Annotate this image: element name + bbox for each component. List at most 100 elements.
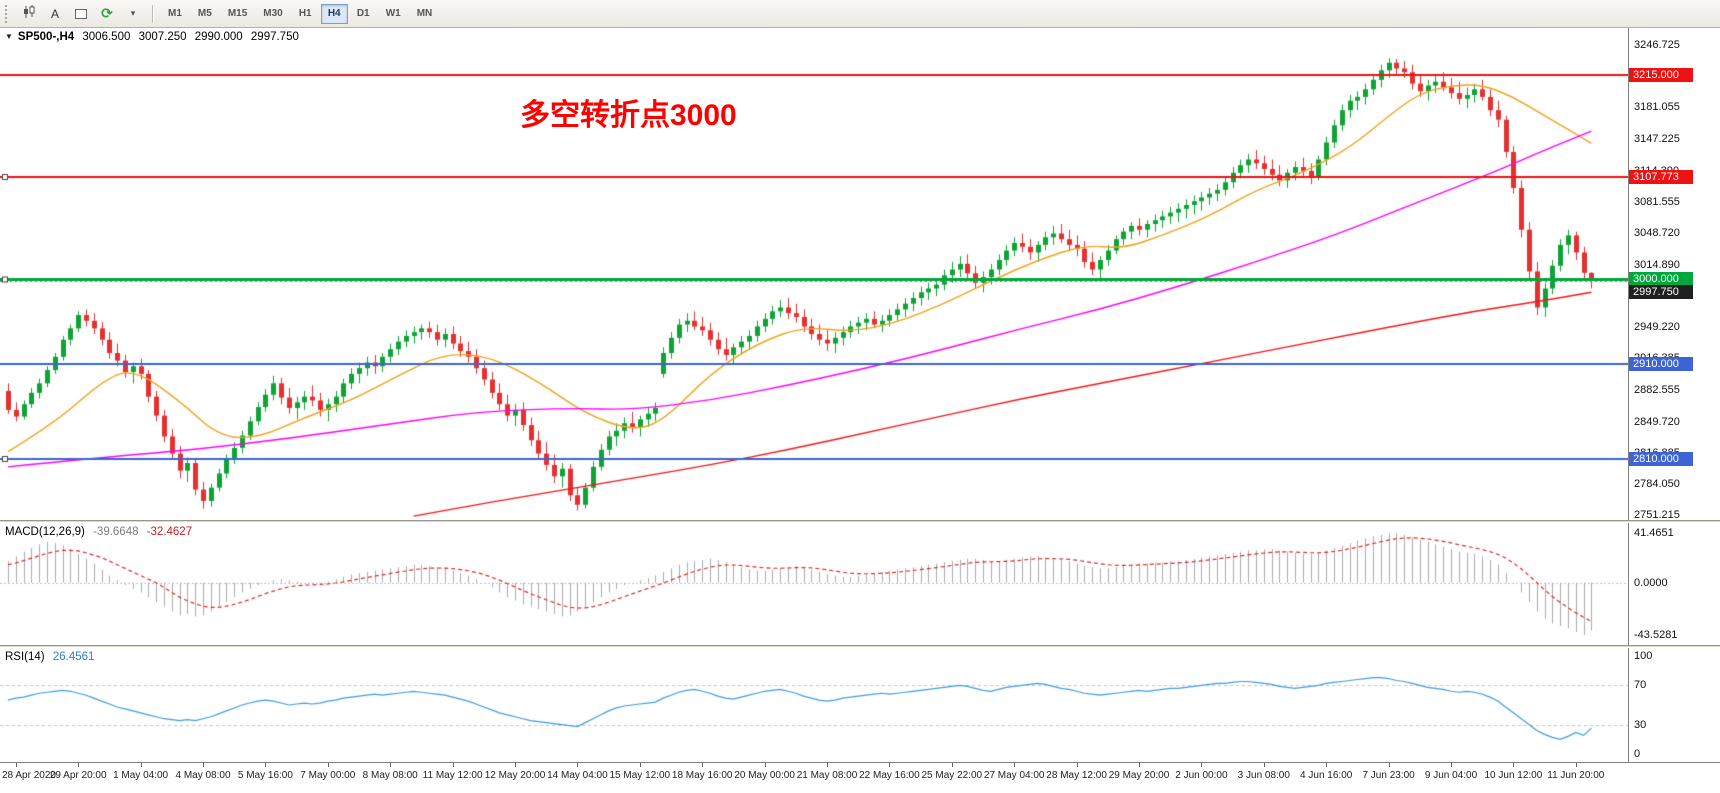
price-tick-label: 2949.220 (1634, 321, 1680, 334)
timeframe-button-mn[interactable]: MN (410, 4, 440, 24)
timeframe-button-d1[interactable]: D1 (350, 4, 377, 24)
time-tick (16, 763, 17, 767)
time-tick (889, 763, 890, 767)
price-tick-label: 3048.720 (1634, 226, 1680, 239)
time-tick (265, 763, 266, 767)
panel-separator-2[interactable] (0, 645, 1720, 648)
chart-text-annotation[interactable]: 多空转折点3000 (520, 99, 737, 132)
time-label: 10 Jun 12:00 (1484, 770, 1543, 781)
current-price-label: 2997.750 (1629, 285, 1693, 300)
time-label: 4 Jun 16:00 (1300, 770, 1353, 781)
time-tick (1513, 763, 1514, 767)
time-tick (1451, 763, 1452, 767)
macd-label: MACD(12,26,9) (5, 526, 85, 538)
text-tool-button[interactable]: A (43, 3, 67, 25)
close-value: 2997.750 (250, 31, 299, 43)
time-label: 8 May 08:00 (362, 770, 418, 781)
text-tool-icon: A (50, 6, 59, 21)
price-tick-label: 2882.555 (1634, 384, 1680, 397)
price-line-label: 3215.000 (1629, 68, 1693, 83)
time-tick (577, 763, 578, 767)
toolbar: A ⟳ ▾ M1 M5 M15 M30 H1 H4 D1 W1 MN (0, 0, 1720, 28)
price-axis[interactable]: 3246.7253213.8903181.0553147.2253114.390… (1628, 28, 1720, 520)
price-line-label: 2810.000 (1629, 452, 1693, 467)
low-value: 2990.000 (194, 31, 243, 43)
time-label: 4 May 08:00 (175, 770, 231, 781)
macd-axis-label: 41.4651 (1634, 527, 1674, 539)
price-line-label: 3107.773 (1629, 169, 1693, 184)
time-tick (390, 763, 391, 767)
refresh-button[interactable]: ⟳ (95, 3, 119, 25)
time-tick (1014, 763, 1015, 767)
collapse-triangle-icon: ▼ (5, 32, 13, 41)
time-label: 5 May 16:00 (237, 770, 293, 781)
time-tick (78, 763, 79, 767)
macd-axis[interactable]: 41.4651 0.0000 -43.5281 (1628, 523, 1720, 645)
shapes-tool-button[interactable] (69, 3, 93, 25)
time-tick (1576, 763, 1577, 767)
time-tick (203, 763, 204, 767)
time-label: 11 May 12:00 (422, 770, 483, 781)
time-label: 20 May 00:00 (734, 770, 795, 781)
price-tick-label: 3014.890 (1634, 258, 1680, 271)
macd-axis-label: 0.0000 (1634, 576, 1668, 589)
rsi-label: RSI(14) (5, 651, 45, 663)
macd-canvas[interactable] (0, 523, 1628, 645)
time-label: 29 Apr 20:00 (49, 770, 107, 781)
candlestick-chart-icon (22, 5, 36, 22)
time-tick (328, 763, 329, 767)
time-label: 1 May 04:00 (113, 770, 169, 781)
toolbar-separator (152, 4, 154, 23)
rsi-axis[interactable]: 100 70 30 0 (1628, 648, 1720, 762)
time-tick (1139, 763, 1140, 767)
macd-signal-value: -32.4627 (146, 526, 193, 538)
time-tick (702, 763, 703, 767)
panel-separator-1[interactable] (0, 520, 1720, 523)
time-tick (640, 763, 641, 767)
time-label: 28 May 12:00 (1046, 770, 1107, 781)
timeframe-button-h1[interactable]: H1 (292, 4, 319, 24)
shapes-icon (75, 8, 87, 19)
timeframe-button-m30[interactable]: M30 (256, 4, 289, 24)
toolbar-options-dropdown[interactable]: ▾ (121, 3, 145, 25)
time-label: 14 May 04:00 (547, 770, 608, 781)
rsi-axis-label: 70 (1634, 679, 1647, 692)
time-tick (1389, 763, 1390, 767)
time-label: 21 May 08:00 (796, 770, 858, 781)
timeframe-button-m5[interactable]: M5 (191, 4, 219, 24)
price-chart-canvas[interactable] (0, 28, 1628, 520)
chart-window: ▼ SP500-,H4 3006.500 3007.250 2990.000 29… (0, 28, 1720, 793)
toolbar-grip[interactable] (5, 4, 11, 23)
rsi-header: RSI(14) 26.4561 (5, 651, 99, 663)
price-line-label: 3000.000 (1629, 272, 1693, 287)
time-tick (1201, 763, 1202, 767)
price-tick-label: 2849.720 (1634, 415, 1680, 428)
time-label: 7 Jun 23:00 (1362, 770, 1415, 781)
chart-display-button[interactable] (17, 3, 41, 25)
time-tick (453, 763, 454, 767)
timeframe-button-m15[interactable]: M15 (221, 4, 254, 24)
timeframe-button-h4[interactable]: H4 (320, 3, 348, 24)
price-line-label: 2910.000 (1629, 357, 1693, 372)
time-tick (1077, 763, 1078, 767)
high-value: 3007.250 (138, 31, 187, 43)
time-tick (952, 763, 953, 767)
price-tick-label: 3147.225 (1634, 133, 1680, 146)
open-value: 3006.500 (82, 31, 131, 43)
time-label: 28 Apr 2020 (2, 770, 56, 781)
refresh-icon: ⟳ (101, 5, 113, 21)
time-label: 12 May 20:00 (484, 770, 546, 781)
rsi-canvas[interactable] (0, 648, 1628, 762)
time-label: 15 May 12:00 (609, 770, 671, 781)
rsi-axis-label: 30 (1634, 718, 1647, 731)
timeframe-button-m1[interactable]: M1 (161, 4, 189, 24)
price-tick-label: 3181.055 (1634, 101, 1680, 114)
price-tick-label: 3081.555 (1634, 195, 1680, 208)
rsi-axis-label: 100 (1634, 650, 1653, 662)
time-tick (827, 763, 828, 767)
price-tick-label: 3246.725 (1634, 39, 1680, 51)
time-axis[interactable]: 28 Apr 2020 29 Apr 20:00 1 May 04:00 4 May … (0, 762, 1720, 793)
macd-axis-label: -43.5281 (1634, 629, 1678, 641)
timeframe-button-w1[interactable]: W1 (379, 4, 408, 24)
time-tick (515, 763, 516, 767)
